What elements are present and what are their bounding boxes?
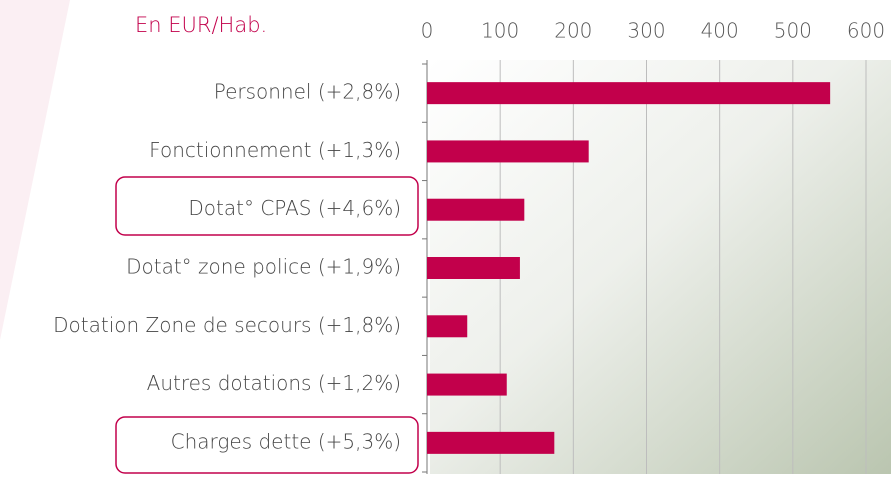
x-tick-label: 600 — [847, 19, 885, 43]
bar — [427, 199, 524, 221]
page: {"chart_data": {"type": "bar", "orientat… — [0, 0, 891, 478]
bar — [427, 82, 830, 104]
bar — [427, 374, 507, 396]
bar — [427, 140, 589, 162]
x-tick-label: 100 — [481, 19, 519, 43]
x-tick-label: 400 — [701, 19, 739, 43]
y-tick-label: Dotat° CPAS (+4,6%) — [188, 196, 401, 220]
y-tick-label: Personnel (+2,8%) — [214, 80, 401, 104]
chart-title: En EUR/Hab. — [135, 13, 267, 37]
bar — [427, 315, 467, 337]
x-tick-label: 200 — [554, 19, 592, 43]
bar — [427, 257, 520, 279]
x-tick-label: 500 — [774, 19, 812, 43]
bar — [427, 432, 554, 454]
chart: En EUR/Hab. 0 100 200 300 400 500 600 Personnel… — [0, 0, 891, 474]
y-tick-label: Dotation Zone de secours (+1,8%) — [53, 313, 401, 337]
x-tick-label: 0 — [421, 19, 434, 43]
y-tick-label: Autres dotations (+1,2%) — [147, 371, 401, 395]
x-tick-label: 300 — [627, 19, 665, 43]
y-tick-label: Dotat° zone police (+1,9%) — [126, 255, 401, 279]
y-tick-label: Fonctionnement (+1,3%) — [149, 138, 401, 162]
y-tick-label: Charges dette (+5,3%) — [171, 429, 401, 453]
